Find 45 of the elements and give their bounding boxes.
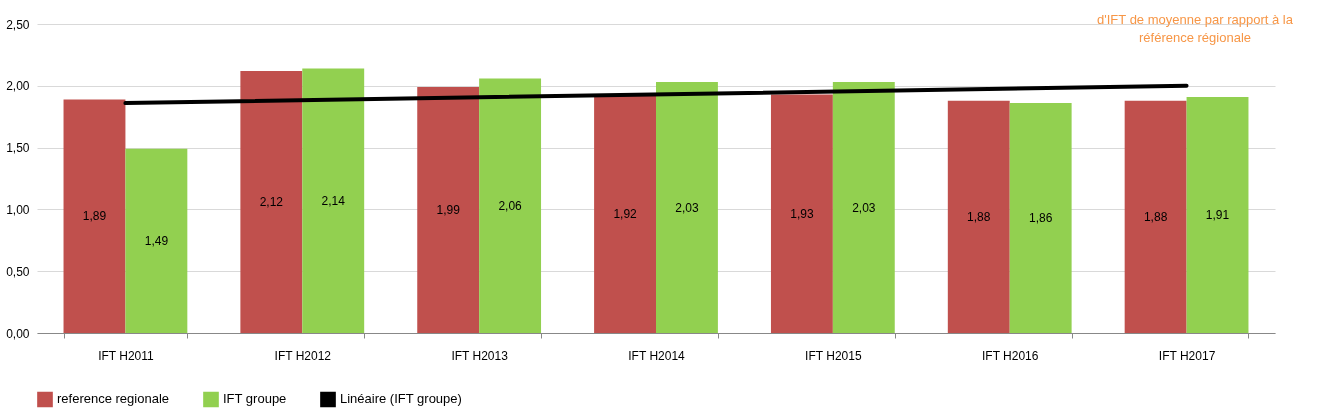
bar	[302, 68, 365, 333]
bar	[947, 100, 1010, 333]
data-label: 1,93	[790, 206, 814, 221]
bar	[1186, 96, 1249, 333]
data-label: 2,03	[852, 200, 876, 215]
bar	[832, 82, 895, 333]
y-tick-label: 0,00	[6, 326, 30, 341]
data-label: 1,49	[144, 233, 169, 248]
data-label: 1,92	[613, 207, 638, 222]
bar	[63, 99, 126, 333]
x-tick-label: IFT H2013	[451, 348, 509, 363]
bar	[417, 87, 480, 333]
x-tick-label: IFT H2014	[628, 348, 686, 363]
x-tick-label: IFT H2011	[98, 348, 155, 363]
x-tick-label: IFT H2017	[1158, 348, 1216, 363]
bar	[1009, 103, 1072, 333]
annotation: d'IFT de moyenne par rapport à la référence régionale	[1097, 12, 1294, 45]
x-tick-label: IFT H2015	[805, 348, 862, 363]
bar	[594, 95, 656, 333]
data-label: 2,06	[498, 198, 523, 213]
legend-label: IFT groupe	[223, 391, 287, 407]
data-label: 1,86	[1028, 211, 1053, 226]
y-tick-label: 2,50	[6, 17, 30, 32]
y-tick-label: 2,00	[6, 79, 30, 94]
bar	[770, 94, 833, 333]
bar	[1124, 100, 1187, 333]
bar	[125, 148, 188, 333]
data-label: 1,88	[967, 209, 991, 224]
bar	[240, 70, 303, 333]
x-tick-label: IFT H2012	[274, 348, 332, 363]
data-label: 1,99	[436, 203, 461, 218]
data-label: 1,88	[1143, 209, 1168, 224]
legend-label: Linéaire (IFT groupe)	[340, 391, 462, 407]
data-label: 2,12	[259, 194, 284, 209]
y-tick-label: 1,50	[6, 141, 30, 156]
data-label: 2,03	[675, 200, 699, 215]
y-tick-label: 1,00	[6, 202, 30, 217]
x-tick-label: IFT H2016	[981, 348, 1039, 363]
data-label: 2,14	[321, 193, 346, 208]
bar	[479, 78, 542, 333]
data-label: 1,89	[82, 209, 107, 224]
bar	[656, 82, 718, 333]
y-tick-label: 0,50	[6, 264, 30, 279]
data-label: 1,91	[1205, 207, 1230, 222]
legend-label: reference regionale	[57, 391, 170, 407]
